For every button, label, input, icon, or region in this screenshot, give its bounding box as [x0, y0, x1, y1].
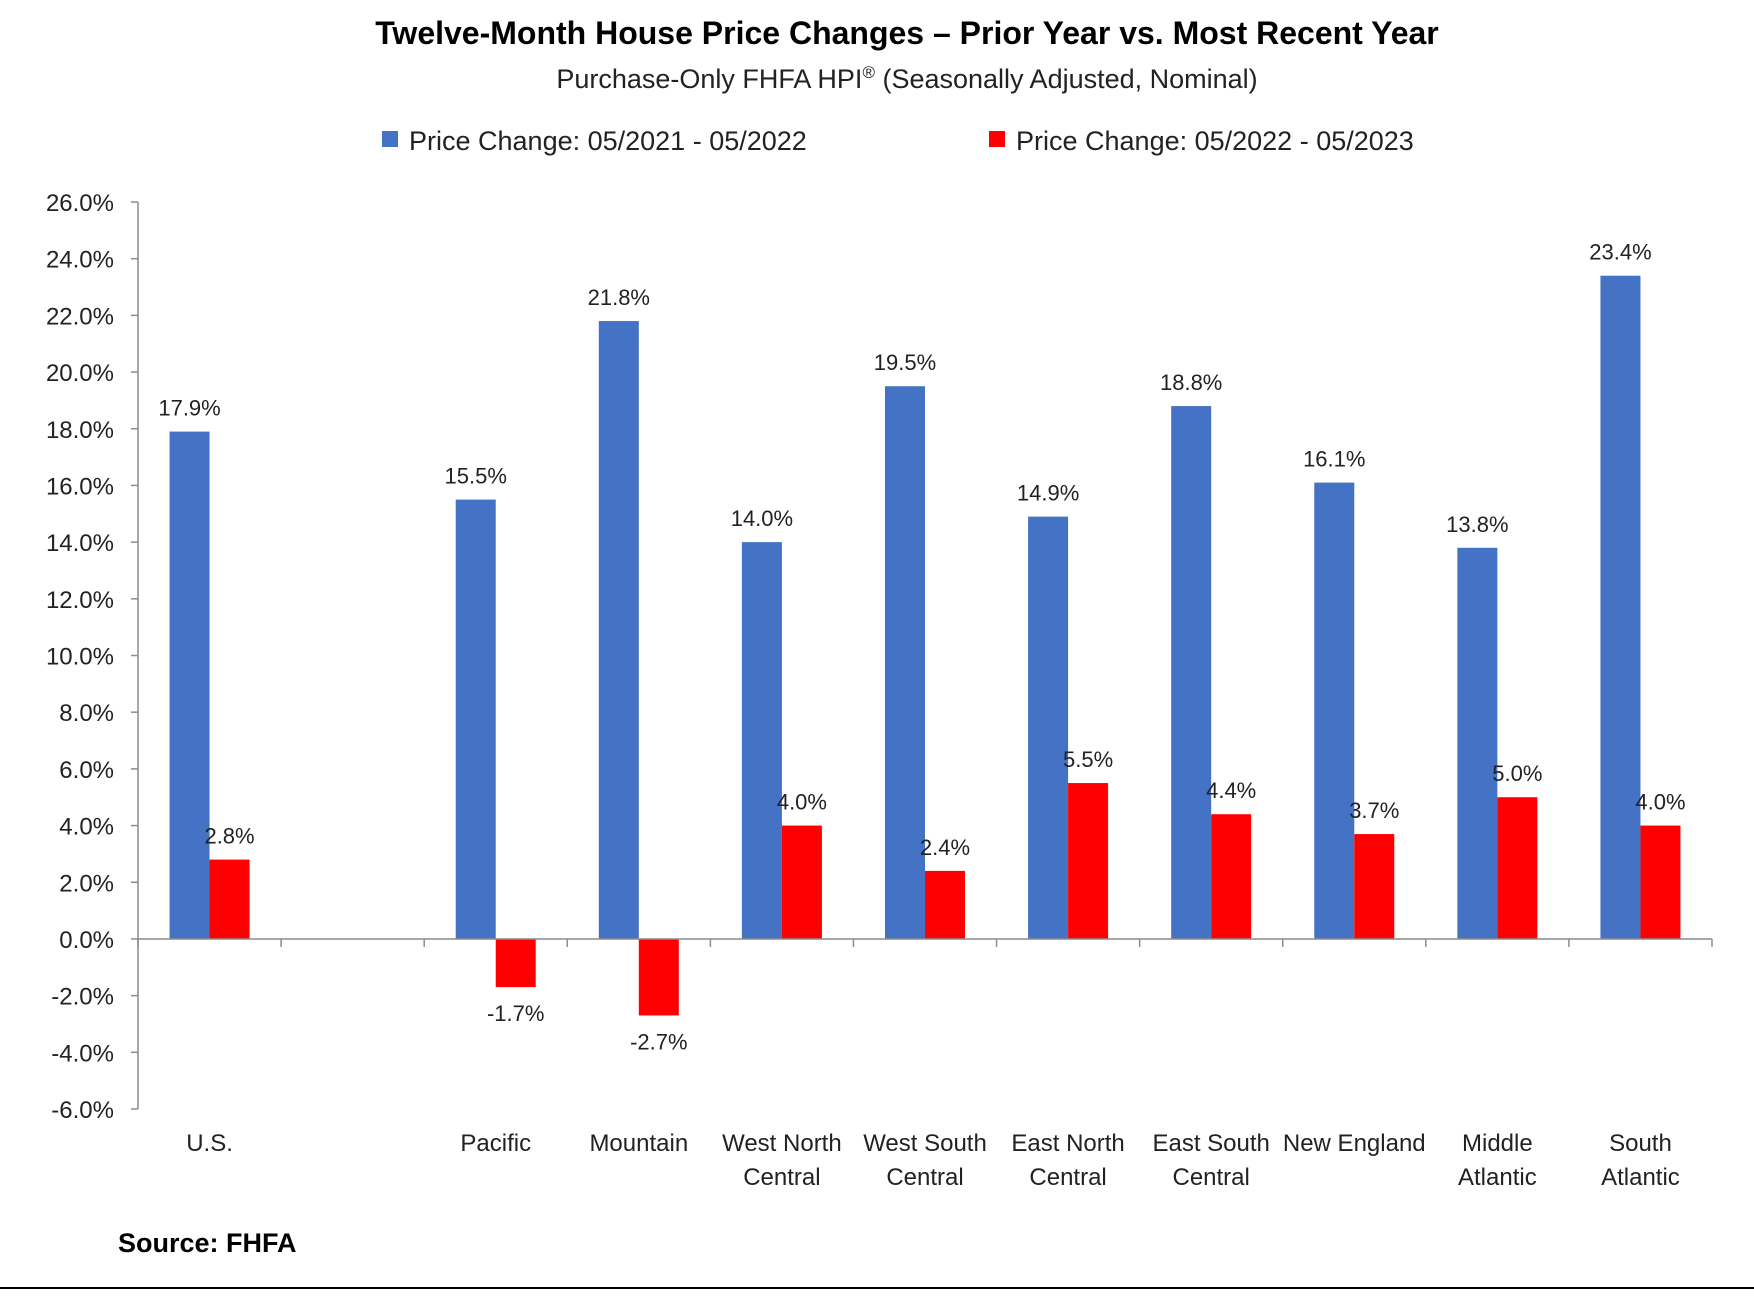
y-tick-label: 8.0% — [59, 700, 114, 727]
y-tick-label: 4.0% — [59, 814, 114, 841]
chart-title: Twelve-Month House Price Changes – Prior… — [375, 15, 1439, 51]
bar-series-2 — [1354, 834, 1395, 939]
legend-swatch-1 — [382, 131, 398, 147]
data-label: 14.0% — [731, 506, 793, 531]
x-category-label: Central — [1172, 1164, 1249, 1191]
y-tick-label: 16.0% — [46, 473, 114, 500]
y-tick-label: 2.0% — [59, 870, 114, 897]
y-tick-label: 10.0% — [46, 644, 114, 671]
bar-series-1 — [1028, 516, 1069, 939]
y-tick-label: -2.0% — [51, 984, 114, 1011]
y-tick-label: 6.0% — [59, 757, 114, 784]
data-label: 23.4% — [1589, 240, 1651, 265]
data-label: 17.9% — [158, 396, 220, 421]
data-label: 3.7% — [1349, 798, 1399, 823]
data-label: 16.1% — [1303, 447, 1365, 472]
bar-series-2 — [495, 938, 536, 988]
x-category-label: Pacific — [460, 1130, 531, 1157]
y-tick-label: 20.0% — [46, 360, 114, 387]
data-label: 4.4% — [1206, 778, 1256, 803]
bar-series-1 — [1314, 482, 1355, 939]
data-label: 21.8% — [588, 285, 650, 310]
x-category-label: Central — [1029, 1164, 1106, 1191]
bar-series-2 — [1640, 825, 1681, 939]
bar-series-2 — [781, 825, 822, 939]
y-tick-label: 14.0% — [46, 530, 114, 557]
data-label: 18.8% — [1160, 370, 1222, 395]
x-category-label: East South — [1152, 1130, 1269, 1157]
x-category-label: West South — [863, 1130, 987, 1157]
bar-series-1 — [1600, 275, 1641, 939]
bar-series-2 — [1211, 814, 1252, 939]
bar-series-1 — [1457, 547, 1498, 939]
bar-series-2 — [1497, 797, 1538, 939]
y-tick-label: -4.0% — [51, 1040, 114, 1067]
bar-series-1 — [885, 386, 925, 939]
y-tick-label: 12.0% — [46, 587, 114, 614]
x-category-label: Central — [886, 1164, 963, 1191]
bar-series-1 — [1171, 406, 1212, 939]
y-tick-label: 24.0% — [46, 247, 114, 274]
x-category-label: New England — [1283, 1130, 1426, 1157]
data-label: 2.4% — [920, 835, 970, 860]
source-note: Source: FHFA — [118, 1228, 297, 1258]
legend-label-1: Price Change: 05/2021 - 05/2022 — [409, 126, 807, 156]
data-label: 5.5% — [1063, 747, 1113, 772]
x-category-label: Atlantic — [1458, 1164, 1537, 1191]
x-category-label: South — [1609, 1130, 1672, 1157]
bottom-border — [0, 1287, 1754, 1289]
x-category-label: Central — [743, 1164, 820, 1191]
x-category-label: East North — [1011, 1130, 1124, 1157]
x-category-label: U.S. — [186, 1130, 233, 1157]
chart-subtitle: Purchase-Only FHFA HPI® (Seasonally Adju… — [556, 63, 1257, 94]
bar-series-2 — [209, 859, 250, 939]
data-label: 2.8% — [204, 824, 254, 849]
x-category-label: Mountain — [589, 1130, 688, 1157]
bar-series-2 — [638, 938, 679, 1016]
bar-series-2 — [925, 870, 965, 939]
bar-series-1 — [455, 499, 496, 939]
data-label: 13.8% — [1446, 512, 1508, 537]
bar-series-1 — [169, 431, 210, 939]
bar-series-1 — [598, 321, 639, 939]
legend-label-2: Price Change: 05/2022 - 05/2023 — [1016, 126, 1414, 156]
y-tick-label: 26.0% — [46, 190, 114, 217]
data-label: 14.9% — [1017, 481, 1079, 506]
bar-series-1 — [741, 542, 782, 939]
y-tick-label: -6.0% — [51, 1097, 114, 1124]
bar-series-2 — [1068, 783, 1109, 939]
y-tick-label: 0.0% — [59, 927, 114, 954]
data-label: 4.0% — [777, 790, 827, 815]
data-label: -2.7% — [630, 1029, 687, 1054]
data-label: -1.7% — [487, 1001, 544, 1026]
data-label: 19.5% — [874, 350, 936, 375]
legend-swatch-2 — [989, 131, 1005, 147]
data-label: 5.0% — [1492, 761, 1542, 786]
x-category-label: Atlantic — [1601, 1164, 1680, 1191]
data-label: 4.0% — [1635, 790, 1685, 815]
y-tick-label: 18.0% — [46, 417, 114, 444]
x-category-label: West North — [722, 1130, 842, 1157]
x-category-label: Middle — [1462, 1130, 1533, 1157]
y-tick-label: 22.0% — [46, 303, 114, 330]
data-label: 15.5% — [445, 464, 507, 489]
